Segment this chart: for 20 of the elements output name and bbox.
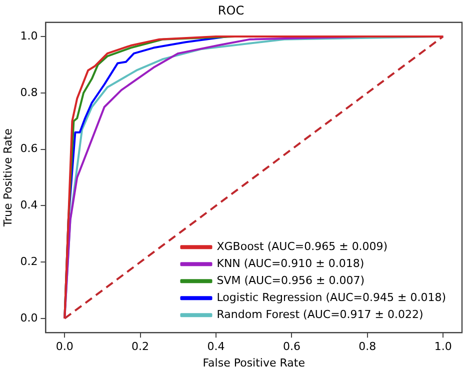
x-tick-label: 0.6: [282, 340, 300, 354]
x-tick-label: 0.8: [358, 340, 376, 354]
chart-title: ROC: [218, 3, 244, 18]
y-axis-title: True Positive Rate: [1, 128, 14, 228]
y-tick-label: 0.2: [20, 254, 38, 268]
legend-label: Random Forest (AUC=0.917 ± 0.022): [216, 308, 424, 321]
legend-label: Logistic Regression (AUC=0.945 ± 0.018): [216, 290, 446, 304]
y-tick-label: 1.0: [20, 29, 38, 42]
y-tick-label: 0.4: [20, 198, 38, 212]
legend-label: KNN (AUC=0.910 ± 0.018): [216, 256, 364, 270]
x-axis-title: False Positive Rate: [202, 356, 306, 370]
y-tick-label: 0.6: [20, 142, 38, 156]
x-tick-label: 0.4: [207, 340, 225, 354]
x-tick-label: 1.0: [434, 340, 452, 354]
x-tick-label: 0.0: [56, 340, 74, 354]
legend-label: XGBoost (AUC=0.965 ± 0.009): [216, 240, 388, 253]
x-tick-label: 0.2: [132, 340, 150, 354]
legend-label: SVM (AUC=0.956 ± 0.007): [216, 274, 364, 287]
y-tick-label: 0.0: [20, 311, 38, 324]
y-tick-label: 0.8: [20, 86, 38, 99]
